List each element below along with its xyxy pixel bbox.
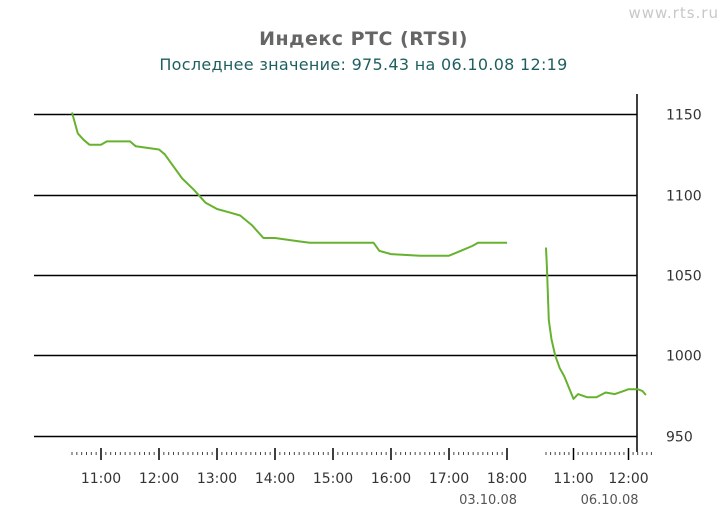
y-tick-label: 1050 [666,269,702,285]
chart-axes [34,94,652,460]
x-tick-label: 16:00 [371,471,411,487]
y-tick-label: 1150 [666,108,702,124]
x-date-label: 06.10.08 [581,493,639,508]
x-tick-label: 17:00 [429,471,469,487]
x-tick-label: 11:00 [553,471,593,487]
y-tick-label: 1100 [666,189,702,205]
x-tick-label: 18:00 [487,471,527,487]
x-tick-label: 14:00 [255,471,295,487]
x-tick-label: 13:00 [197,471,237,487]
series-line [545,247,647,400]
x-tick-label: 12:00 [608,471,648,487]
x-date-label: 03.10.08 [459,493,517,508]
series-line [71,112,507,257]
watermark: www.rts.ru [628,4,719,22]
chart-subtitle: Последнее значение: 975.43 на 06.10.08 1… [159,55,568,74]
chart-lines [71,112,647,400]
x-tick-label: 15:00 [313,471,353,487]
chart-labels: 950 1000 1050 1100 1150 11:00 12:00 13:00 14:00 1… [81,108,702,509]
x-tick-label: 12:00 [139,471,179,487]
y-tick-label: 1000 [666,349,702,365]
x-tick-label: 11:00 [81,471,121,487]
chart-title: Индекс РТС (RTSI) [259,28,468,50]
y-tick-label: 950 [666,430,693,446]
